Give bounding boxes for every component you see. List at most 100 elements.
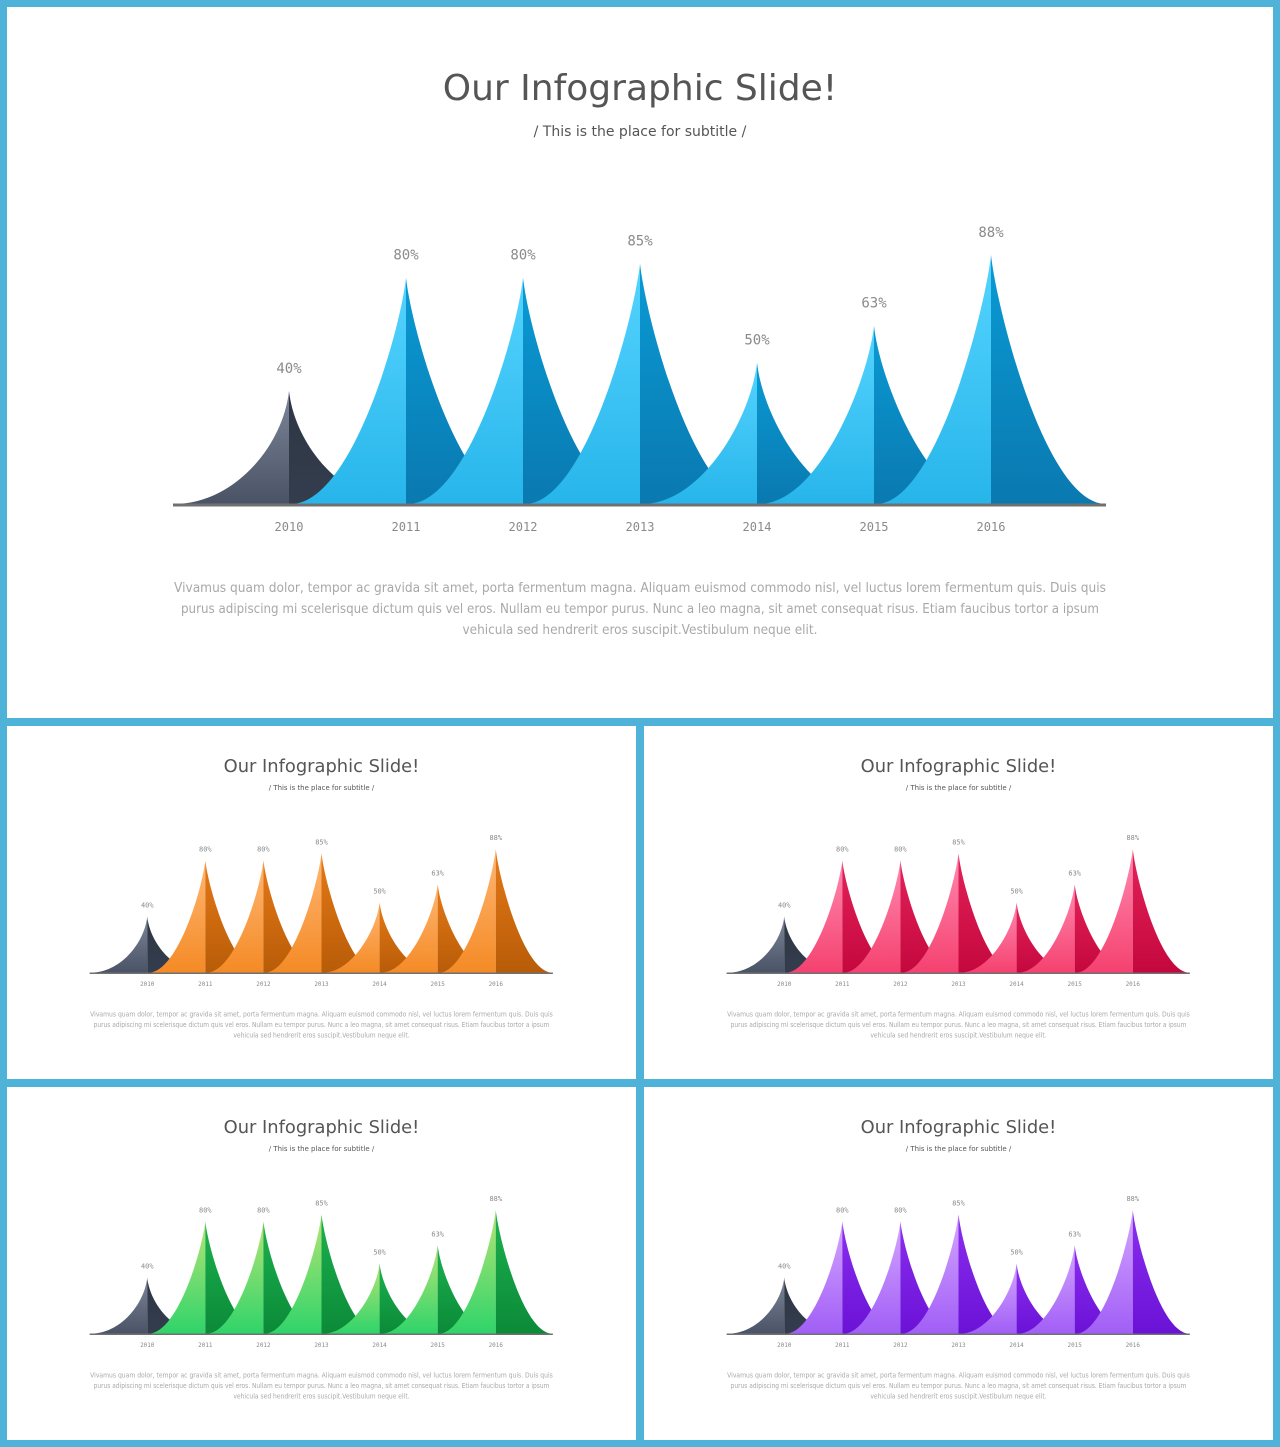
body-line: purus adipiscing mi scelerisque dictum q… <box>731 1382 1187 1390</box>
year-label: 2012 <box>256 1342 271 1349</box>
peak-2014-right <box>1016 1263 1074 1334</box>
orange-slide: Our Infographic Slide! / This is the plac… <box>7 726 636 1079</box>
peak-2016-right <box>495 1210 553 1334</box>
peaks-chart <box>90 849 553 973</box>
main-slide: Our Infographic Slide! / This is the plac… <box>7 7 1273 718</box>
peak-2013-right <box>958 853 1016 973</box>
body-line: purus adipiscing mi scelerisque dictum q… <box>731 1021 1187 1029</box>
peak-2014-left <box>322 1263 380 1334</box>
peak-2011-left <box>785 1221 843 1334</box>
peak-2011-right <box>205 1221 263 1334</box>
body-line: vehicula sed hendrerit eros suscipit.Ves… <box>233 1392 409 1400</box>
slide-subtitle: / This is the place for subtitle / <box>906 1145 1012 1153</box>
year-label: 2014 <box>1009 981 1024 988</box>
year-label: 2015 <box>1068 1342 1083 1349</box>
data-label: 85% <box>315 838 328 846</box>
year-label: 2010 <box>140 981 155 988</box>
infographic-svg: Our Infographic Slide! / This is the plac… <box>726 1117 1190 1400</box>
year-label: 2014 <box>743 520 772 534</box>
data-label: 63% <box>1068 869 1081 877</box>
slide-title: Our Infographic Slide! <box>861 756 1057 777</box>
peak-2015-left <box>759 325 874 504</box>
data-label: 80% <box>510 248 536 264</box>
body-line: purus adipiscing mi scelerisque dictum q… <box>94 1021 550 1029</box>
body-line: vehicula sed hendrerit eros suscipit.Ves… <box>870 1392 1046 1400</box>
peak-2013-left <box>525 263 640 504</box>
peak-2010-left <box>90 916 148 973</box>
data-label: 85% <box>952 838 965 846</box>
data-label: 40% <box>276 361 302 377</box>
slide-subtitle: / This is the place for subtitle / <box>534 124 747 140</box>
peak-2015-right <box>874 325 989 504</box>
data-label: 40% <box>141 902 154 910</box>
data-label: 63% <box>1068 1230 1081 1238</box>
data-label: 88% <box>1127 1195 1140 1203</box>
body-line: Vivamus quam dolor, tempor ac gravida si… <box>727 1371 1190 1379</box>
slide-title: Our Infographic Slide! <box>224 756 420 777</box>
data-label: 80% <box>393 248 419 264</box>
body-paragraph: Vivamus quam dolor, tempor ac gravida si… <box>727 1010 1190 1039</box>
peak-2011-left <box>148 1221 206 1334</box>
peak-2012-left <box>206 860 264 973</box>
pink-slide: Our Infographic Slide! / This is the plac… <box>644 726 1273 1079</box>
peak-2013-left <box>264 1214 322 1334</box>
infographic-svg: Our Infographic Slide! / This is the plac… <box>89 1117 553 1400</box>
year-label: 2013 <box>951 1342 966 1349</box>
year-label: 2011 <box>198 1342 213 1349</box>
peak-2014-left <box>959 902 1017 973</box>
peak-2015-left <box>380 1245 438 1334</box>
peak-2012-left <box>843 860 901 973</box>
body-line: vehicula sed hendrerit eros suscipit.Ves… <box>463 622 818 638</box>
peak-2015-right <box>1074 1245 1132 1334</box>
data-label: 80% <box>199 845 212 853</box>
data-label: 50% <box>1010 888 1023 896</box>
peak-2014-right <box>379 1263 437 1334</box>
peak-2014-left <box>642 362 757 504</box>
peak-2014-right <box>379 902 437 973</box>
data-label: 85% <box>627 233 653 249</box>
year-label: 2014 <box>1009 1342 1024 1349</box>
year-label: 2016 <box>1126 1342 1141 1349</box>
slide-title: Our Infographic Slide! <box>443 68 837 109</box>
slide-subtitle: / This is the place for subtitle / <box>269 784 375 792</box>
slide-subtitle: / This is the place for subtitle / <box>269 1145 375 1153</box>
peak-2011-right <box>842 860 900 973</box>
peak-2012-right <box>900 860 958 973</box>
peak-2013-right <box>321 853 379 973</box>
data-label: 50% <box>373 888 386 896</box>
year-label: 2010 <box>275 520 304 534</box>
data-label: 80% <box>199 1206 212 1214</box>
peak-2016-right <box>495 849 553 973</box>
year-label: 2011 <box>198 981 213 988</box>
peak-2016-left <box>1075 849 1133 973</box>
peak-2012-left <box>206 1221 264 1334</box>
peak-2013-right <box>321 1214 379 1334</box>
peak-2015-left <box>380 884 438 973</box>
peak-2014-right <box>1016 902 1074 973</box>
body-paragraph: Vivamus quam dolor, tempor ac gravida si… <box>174 580 1106 638</box>
body-line: purus adipiscing mi scelerisque dictum q… <box>94 1382 550 1390</box>
year-label: 2016 <box>977 520 1006 534</box>
peaks-chart <box>174 255 1106 504</box>
year-label: 2011 <box>835 981 850 988</box>
peak-2012-right <box>523 277 638 504</box>
data-label: 85% <box>315 1199 328 1207</box>
peak-2015-left <box>1017 884 1075 973</box>
year-label: 2013 <box>314 981 329 988</box>
peak-2016-right <box>1132 849 1190 973</box>
year-label: 2015 <box>431 981 446 988</box>
data-label: 80% <box>894 1206 907 1214</box>
peak-2012-left <box>408 277 523 504</box>
year-label: 2011 <box>835 1342 850 1349</box>
body-line: vehicula sed hendrerit eros suscipit.Ves… <box>870 1031 1046 1039</box>
peak-2010-right <box>289 390 404 504</box>
year-label: 2010 <box>140 1342 155 1349</box>
peak-2015-left <box>1017 1245 1075 1334</box>
peak-2015-right <box>437 884 495 973</box>
year-label: 2010 <box>777 1342 792 1349</box>
data-label: 63% <box>431 869 444 877</box>
data-label: 80% <box>836 845 849 853</box>
peak-2015-right <box>1074 884 1132 973</box>
peak-2013-left <box>901 853 959 973</box>
year-label: 2010 <box>777 981 792 988</box>
